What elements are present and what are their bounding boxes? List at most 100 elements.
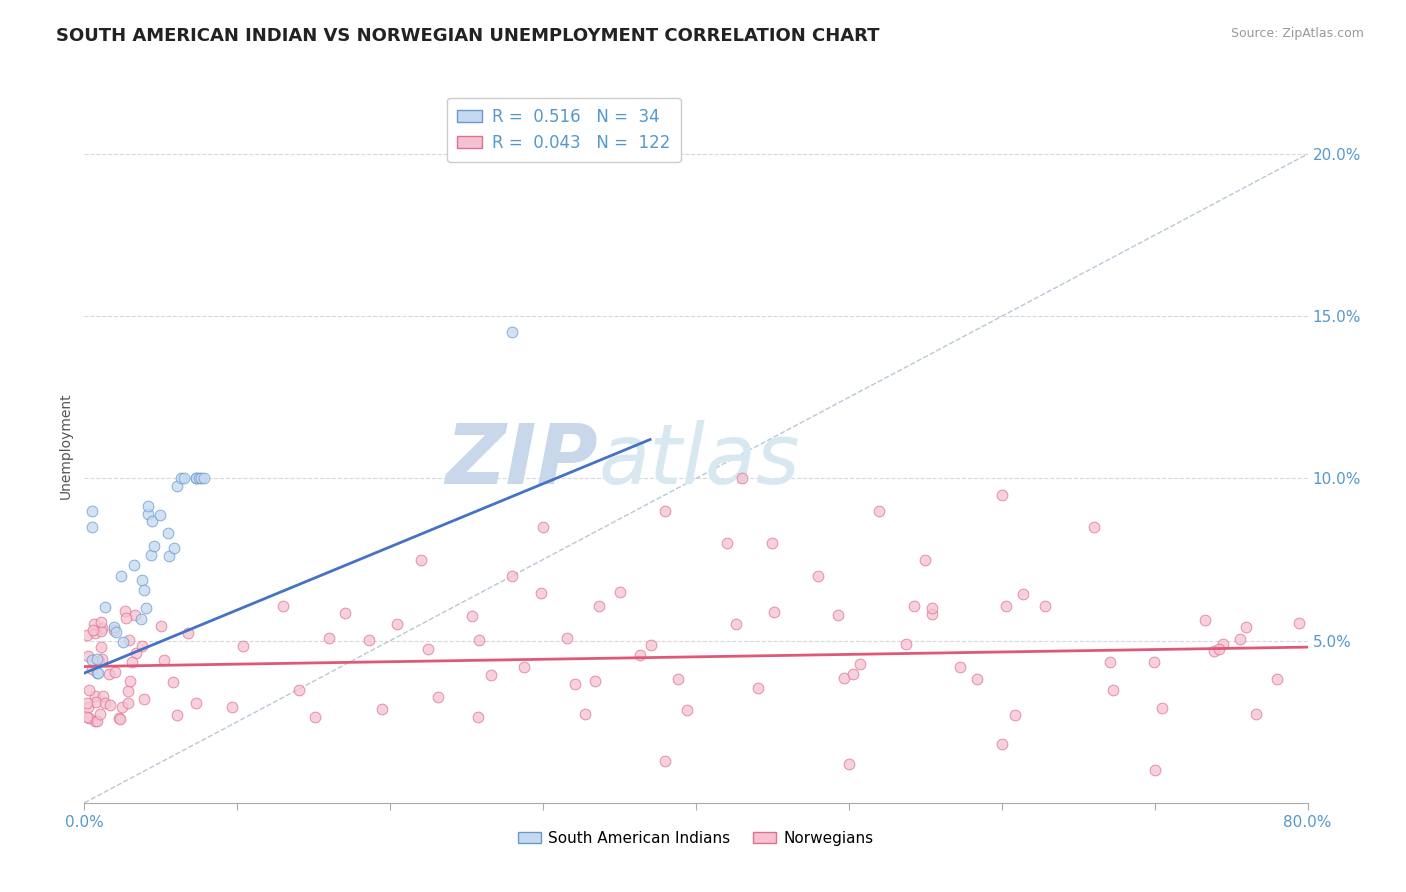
Point	[1265, 672, 1288, 686]
Point	[139, 548, 162, 562]
Point	[86, 651, 108, 665]
Point	[173, 471, 195, 485]
Text: Source: ZipAtlas.com: Source: ZipAtlas.com	[1230, 27, 1364, 40]
Point	[731, 471, 754, 485]
Point	[416, 642, 439, 657]
Point	[89, 707, 111, 722]
Point	[387, 616, 409, 631]
Point	[135, 601, 157, 615]
Point	[763, 605, 786, 619]
Point	[530, 586, 553, 600]
Point	[83, 689, 105, 703]
Point	[80, 662, 103, 676]
Point	[108, 711, 131, 725]
Point	[232, 640, 254, 654]
Point	[827, 608, 849, 623]
Point	[995, 599, 1018, 613]
Point	[318, 631, 340, 645]
Point	[80, 504, 103, 518]
Point	[304, 709, 326, 723]
Point	[479, 668, 502, 682]
Point	[156, 526, 179, 541]
Point	[1102, 682, 1125, 697]
Text: atlas: atlas	[598, 420, 800, 500]
Point	[531, 520, 554, 534]
Point	[761, 536, 783, 550]
Point	[124, 607, 146, 622]
Point	[142, 539, 165, 553]
Point	[288, 683, 311, 698]
Point	[921, 607, 943, 622]
Point	[1143, 764, 1166, 778]
Point	[114, 604, 136, 618]
Point	[716, 536, 738, 550]
Point	[114, 611, 136, 625]
Point	[91, 621, 114, 635]
Point	[105, 624, 128, 639]
Point	[1204, 644, 1226, 658]
Point	[184, 696, 207, 710]
Point	[832, 671, 855, 685]
Point	[838, 756, 860, 771]
Point	[86, 666, 108, 681]
Point	[177, 625, 200, 640]
Point	[80, 520, 103, 534]
Point	[190, 471, 212, 485]
Point	[98, 698, 121, 712]
Point	[77, 682, 100, 697]
Point	[588, 599, 610, 613]
Point	[87, 654, 110, 668]
Point	[77, 649, 100, 664]
Point	[117, 683, 139, 698]
Point	[193, 471, 215, 485]
Point	[76, 709, 98, 723]
Point	[370, 702, 392, 716]
Point	[76, 696, 98, 710]
Point	[966, 672, 988, 686]
Point	[120, 673, 142, 688]
Point	[104, 665, 127, 679]
Point	[132, 583, 155, 598]
Point	[141, 515, 163, 529]
Point	[90, 615, 112, 630]
Point	[149, 508, 172, 522]
Point	[849, 657, 872, 671]
Point	[110, 569, 132, 583]
Point	[1229, 632, 1251, 647]
Point	[162, 674, 184, 689]
Point	[869, 504, 891, 518]
Y-axis label: Unemployment: Unemployment	[59, 392, 73, 500]
Point	[83, 714, 105, 728]
Point	[991, 738, 1014, 752]
Point	[103, 620, 125, 634]
Point	[921, 601, 943, 615]
Point	[949, 659, 972, 673]
Point	[654, 504, 676, 518]
Point	[467, 633, 489, 648]
Point	[90, 640, 112, 654]
Point	[675, 703, 697, 717]
Point	[461, 608, 484, 623]
Text: ZIP: ZIP	[446, 420, 598, 500]
Point	[136, 507, 159, 521]
Point	[84, 626, 107, 640]
Point	[166, 478, 188, 492]
Point	[187, 471, 209, 485]
Point	[117, 696, 139, 710]
Point	[153, 653, 176, 667]
Point	[357, 633, 380, 648]
Point	[807, 568, 830, 582]
Point	[98, 667, 121, 681]
Point	[131, 573, 153, 587]
Point	[93, 600, 115, 615]
Point	[609, 585, 631, 599]
Point	[1234, 620, 1257, 634]
Point	[166, 708, 188, 723]
Point	[557, 631, 579, 645]
Point	[170, 471, 193, 485]
Point	[131, 639, 153, 653]
Point	[1208, 641, 1230, 656]
Point	[583, 674, 606, 689]
Point	[82, 623, 104, 637]
Point	[574, 707, 596, 722]
